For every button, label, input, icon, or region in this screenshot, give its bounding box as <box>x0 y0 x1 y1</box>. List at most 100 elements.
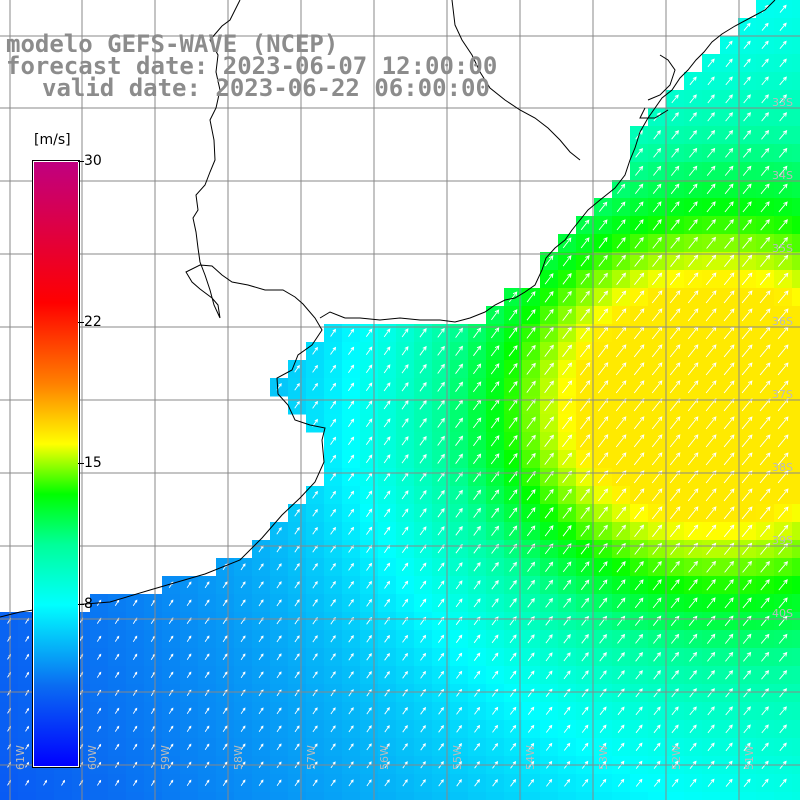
wind-arrow <box>526 398 536 411</box>
wind-arrow <box>258 671 264 679</box>
wind-arrow <box>438 706 444 715</box>
wind-arrow <box>419 580 427 589</box>
wind-arrow <box>25 635 29 642</box>
wind-arrow <box>438 634 445 643</box>
wind-arrow <box>615 362 627 376</box>
wind-arrow <box>670 183 680 195</box>
wind-arrow <box>132 779 138 786</box>
wind-arrow <box>96 671 102 678</box>
longitude-label: 58W <box>232 745 245 770</box>
wind-arrow <box>508 434 518 447</box>
wind-arrow <box>705 452 717 466</box>
wind-speed-cell <box>198 792 217 800</box>
wind-arrow <box>528 778 535 787</box>
wind-speed-cell <box>630 792 649 800</box>
wind-arrow <box>634 560 644 573</box>
wind-arrow <box>777 506 789 520</box>
wind-arrow <box>455 345 463 356</box>
wind-arrow <box>132 725 138 732</box>
wind-arrow <box>204 743 210 750</box>
wind-arrow <box>563 742 571 751</box>
wind-arrow <box>383 526 391 535</box>
wind-arrow <box>724 183 734 195</box>
wind-arrow <box>473 435 482 447</box>
wind-arrow <box>544 308 554 321</box>
wind-arrow <box>330 526 336 535</box>
wind-arrow <box>419 345 427 356</box>
wind-arrow <box>778 651 788 662</box>
wind-arrow <box>527 561 536 572</box>
wind-speed-cell <box>792 360 800 379</box>
wind-arrow <box>599 633 607 644</box>
wind-speed-cell <box>792 684 800 703</box>
wind-arrow <box>706 560 716 573</box>
wind-arrow <box>384 725 390 733</box>
wind-arrow <box>312 526 318 535</box>
wind-arrow <box>401 490 409 500</box>
wind-arrow <box>705 362 717 376</box>
wind-arrow <box>114 743 120 750</box>
wind-arrow <box>725 688 733 698</box>
wind-arrow <box>96 653 102 660</box>
wind-arrow <box>725 778 733 787</box>
wind-arrow <box>671 778 679 787</box>
wind-arrow <box>114 671 120 678</box>
wind-arrow <box>490 327 500 339</box>
wind-arrow <box>635 670 643 680</box>
wind-arrow <box>526 291 536 303</box>
wind-arrow <box>240 743 246 751</box>
wind-arrow <box>490 363 500 375</box>
wind-arrow <box>438 743 444 751</box>
wind-speed-cell <box>684 792 703 800</box>
wind-arrow <box>741 488 753 502</box>
wind-speed-cell <box>792 432 800 451</box>
wind-arrow <box>544 507 554 519</box>
wind-speed-cell <box>666 792 685 800</box>
wind-arrow <box>383 508 391 518</box>
wind-arrow <box>563 597 572 608</box>
wind-arrow <box>437 363 445 374</box>
wind-arrow <box>312 508 318 517</box>
wind-arrow <box>706 201 716 213</box>
wind-arrow <box>651 308 663 322</box>
wind-arrow <box>330 671 336 679</box>
wind-arrow <box>725 742 733 752</box>
wind-arrow <box>725 706 733 716</box>
wind-arrow <box>294 527 300 535</box>
wind-arrow <box>615 308 627 322</box>
wind-arrow <box>706 236 716 249</box>
wind-arrow <box>653 147 662 158</box>
wind-arrow <box>633 416 645 430</box>
wind-arrow <box>544 452 554 465</box>
wind-arrow <box>401 454 409 464</box>
wind-arrow <box>651 488 663 502</box>
latitude-label: 33S <box>772 96 793 109</box>
wind-arrow <box>419 508 427 518</box>
wind-arrow <box>456 670 463 679</box>
wind-arrow <box>688 560 699 573</box>
wind-arrow <box>383 346 391 356</box>
wind-arrow <box>240 635 246 643</box>
wind-arrow <box>634 254 644 267</box>
wind-speed-cell <box>792 252 800 271</box>
wind-arrow <box>222 599 228 607</box>
wind-arrow <box>689 688 697 698</box>
wind-arrow <box>490 417 500 429</box>
wind-arrow <box>312 382 318 391</box>
wind-arrow <box>294 653 300 661</box>
wind-arrow <box>707 670 715 680</box>
wind-arrow <box>615 452 627 466</box>
wind-speed-cell <box>378 792 397 800</box>
wind-arrow <box>544 273 554 285</box>
wind-arrow <box>527 670 535 680</box>
wind-arrow <box>706 165 716 176</box>
wind-arrow <box>741 272 753 286</box>
wind-arrow <box>635 165 644 176</box>
wind-arrow <box>706 579 716 591</box>
wind-arrow <box>599 742 607 751</box>
wind-arrow <box>689 742 697 751</box>
wind-arrow <box>545 579 554 590</box>
wind-arrow <box>671 688 679 698</box>
wind-arrow <box>456 706 463 715</box>
wind-arrow <box>97 725 102 732</box>
